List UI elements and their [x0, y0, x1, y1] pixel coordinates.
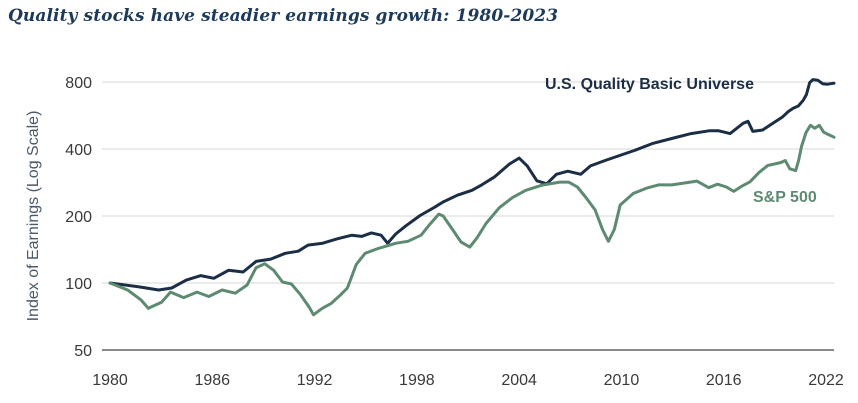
x-tick-label: 1992: [297, 372, 333, 389]
x-tick-label: 1986: [194, 372, 230, 389]
x-tick-label: 2010: [604, 372, 640, 389]
gridlines: [102, 81, 834, 351]
y-tick-label: 200: [65, 209, 92, 226]
series-line-quality: [108, 78, 836, 292]
y-tick-label: 50: [74, 343, 92, 360]
series-label-quality: U.S. Quality Basic Universe: [545, 76, 754, 93]
y-tick-label: 100: [65, 276, 92, 293]
y-tick-label: 400: [65, 142, 92, 159]
series-label-sp500: S&P 500: [753, 189, 817, 206]
x-tick-label: 2004: [501, 372, 537, 389]
y-axis-ticks: 50 100 200 400 800: [65, 75, 92, 360]
y-axis-label: Index of Earnings (Log Scale): [25, 111, 42, 322]
series-line-sp500: [108, 123, 836, 317]
x-tick-label: 2022: [808, 372, 844, 389]
x-axis-ticks: 1980 1986 1992 1998 2004 2010 2016 2022: [92, 372, 844, 389]
x-tick-label: 1998: [399, 372, 435, 389]
chart-title: Quality stocks have steadier earnings gr…: [8, 6, 559, 26]
series-lines: [108, 78, 836, 317]
x-tick-label: 2016: [706, 372, 742, 389]
y-tick-label: 800: [65, 75, 92, 92]
x-tick-label: 1980: [92, 372, 128, 389]
